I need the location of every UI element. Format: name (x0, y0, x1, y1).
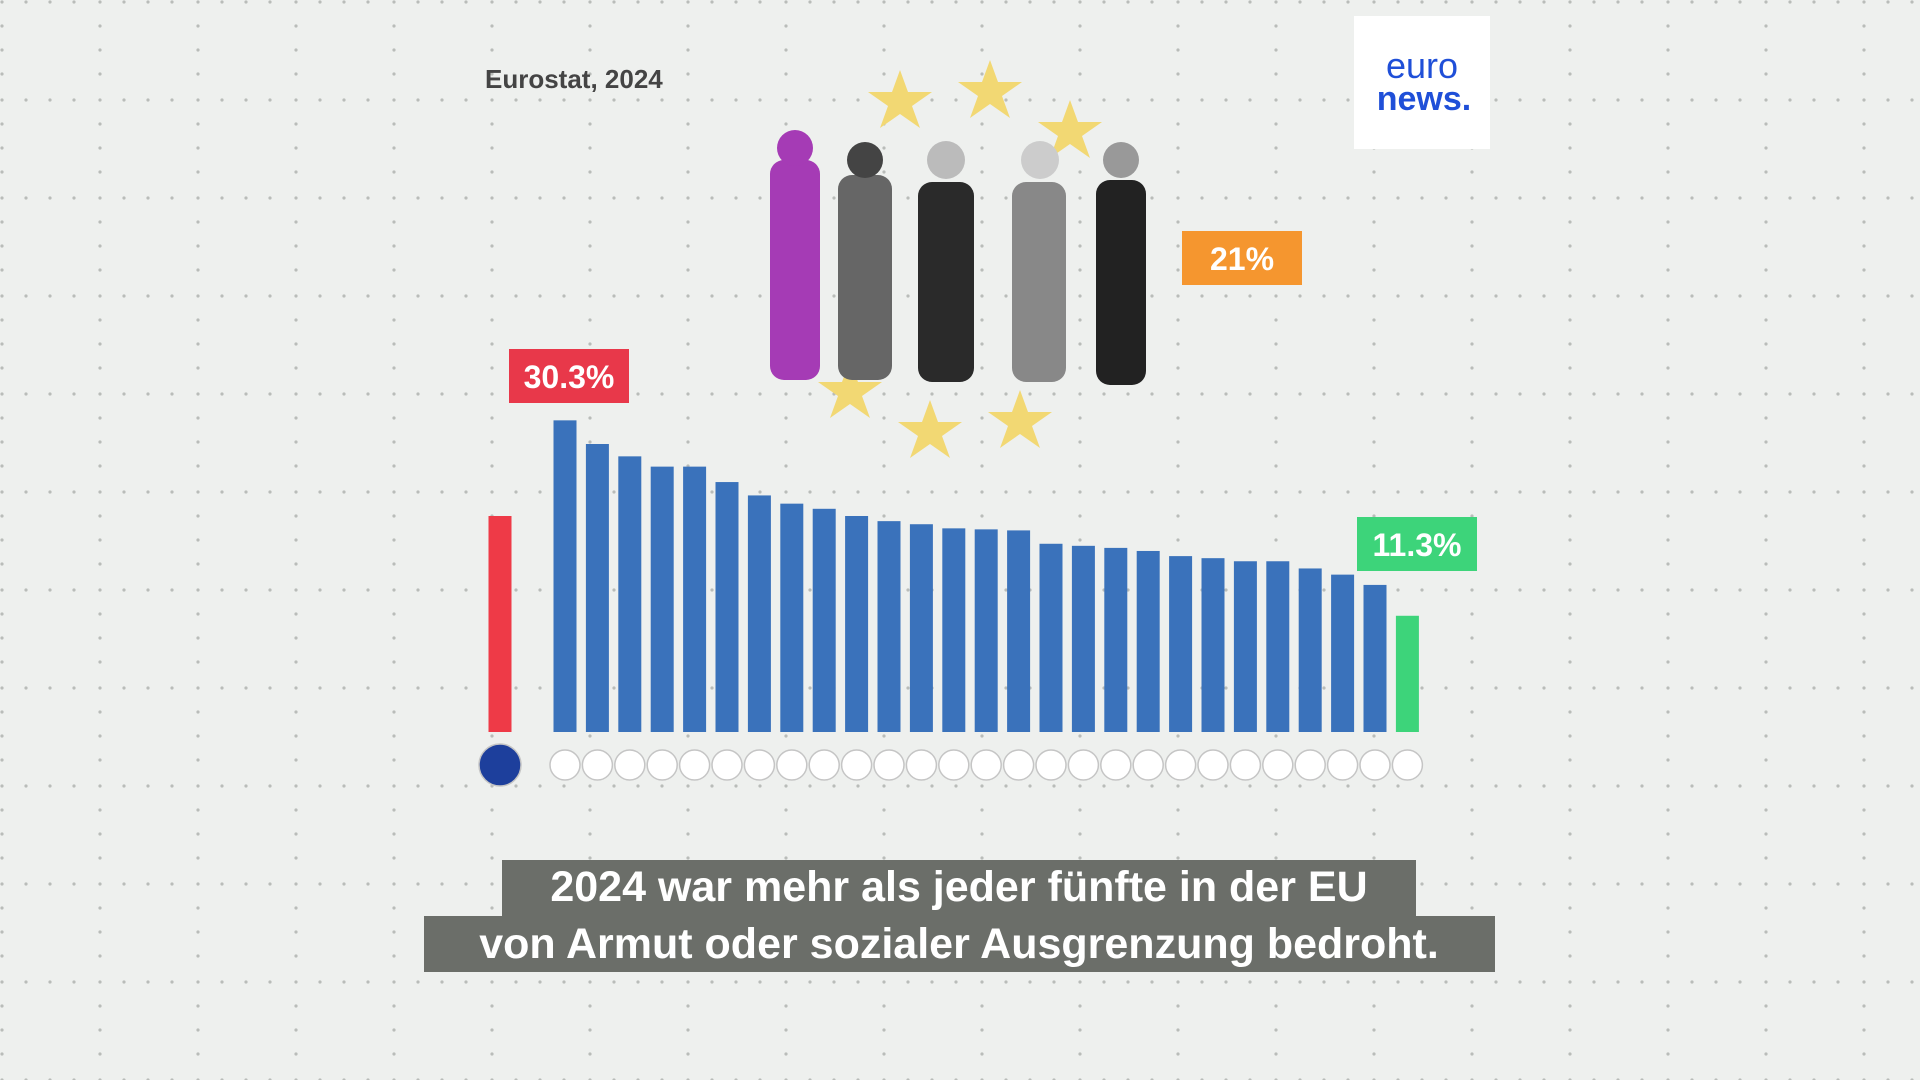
caption: 2024 war mehr als jeder fünfte in der EU (550, 863, 1367, 911)
flag (614, 749, 646, 781)
flag (938, 749, 970, 781)
bar (942, 528, 966, 732)
flag (1326, 749, 1359, 781)
bar (1169, 556, 1193, 732)
flag (1262, 749, 1294, 781)
bar (747, 495, 771, 732)
logo-line: euro (1386, 45, 1458, 86)
flag (1035, 749, 1067, 781)
bar (1039, 543, 1063, 732)
flag (646, 749, 678, 781)
value-label-box (1182, 231, 1302, 285)
bar (1395, 615, 1419, 732)
bar (1007, 530, 1031, 732)
flag (840, 749, 873, 781)
bar (780, 503, 804, 732)
value-label: 11.3% (1373, 527, 1462, 563)
flag (1391, 749, 1424, 781)
bar (812, 508, 836, 732)
bar (877, 521, 901, 732)
flag (743, 749, 776, 781)
flag (808, 749, 840, 781)
value-label: 21% (1210, 241, 1274, 277)
bar (1233, 561, 1257, 732)
illustration (770, 60, 1146, 458)
value-label-box (509, 349, 629, 403)
flag (581, 749, 614, 781)
flag (549, 749, 581, 781)
flag (1359, 749, 1391, 781)
bar (1136, 550, 1160, 732)
flag (1067, 749, 1100, 781)
flag (776, 749, 808, 781)
bar (1331, 574, 1355, 732)
bar (845, 516, 869, 732)
bar (683, 466, 707, 732)
caption-box (502, 860, 1416, 916)
caption-box (424, 916, 1495, 972)
flag (1164, 749, 1197, 781)
caption: von Armut oder sozialer Ausgrenzung bedr… (479, 920, 1439, 968)
bar (585, 444, 609, 732)
bar (1071, 545, 1095, 732)
bar (909, 524, 933, 732)
flag (1132, 749, 1164, 781)
logo: euro news. (1354, 16, 1490, 149)
bar (488, 516, 512, 732)
flag (478, 743, 522, 787)
flag (711, 749, 743, 781)
flag (1100, 749, 1132, 781)
flag (1002, 749, 1035, 781)
bar (1104, 547, 1128, 732)
bar (650, 466, 674, 732)
bar (1298, 568, 1322, 732)
bar (1266, 561, 1290, 732)
bar (618, 456, 642, 732)
bar (715, 482, 739, 732)
value-label: 30.3% (524, 359, 615, 395)
flag (1197, 749, 1229, 781)
flag (905, 749, 938, 781)
logo-line: news. (1377, 80, 1471, 118)
flag (1229, 749, 1262, 781)
flag (1294, 749, 1326, 781)
bar (553, 420, 577, 732)
bar (974, 529, 998, 732)
source: Eurostat, 2024 (485, 64, 663, 94)
value-label-box (1357, 517, 1477, 571)
bar (1201, 558, 1225, 732)
bar (1363, 584, 1387, 732)
flag (970, 749, 1002, 781)
flag (873, 749, 905, 781)
flag (678, 749, 711, 781)
